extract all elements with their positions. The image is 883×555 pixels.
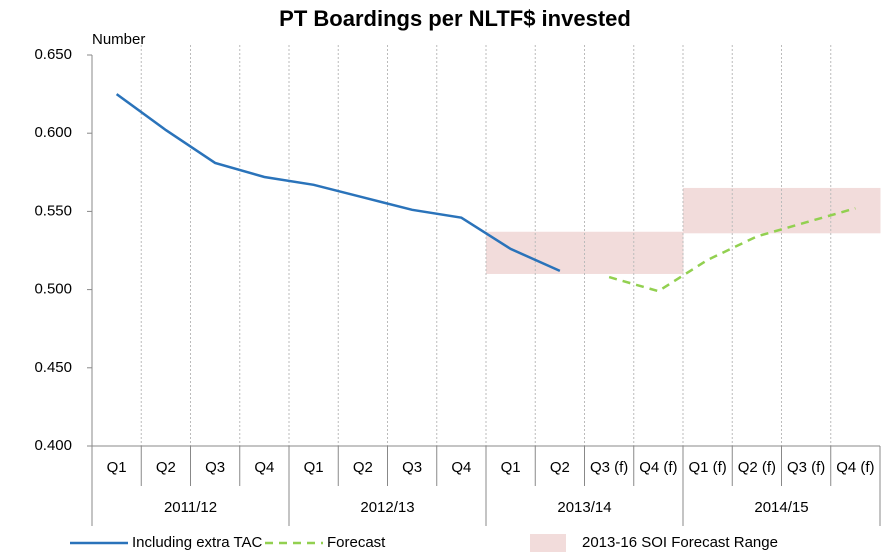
x-tick-label: Q4 <box>451 459 471 476</box>
x-tick-label: Q3 <box>402 459 422 476</box>
y-tick-label: 0.550 <box>34 202 72 219</box>
forecast-range <box>830 187 881 234</box>
x-tick-label: Q3 (f) <box>787 459 825 476</box>
x-tick-label: Q2 (f) <box>738 459 776 476</box>
x-tick-label: Q1 (f) <box>688 459 726 476</box>
x-tick-label: Q2 <box>156 459 176 476</box>
group-label: 2013/14 <box>557 499 611 516</box>
x-tick-label: Q1 <box>304 459 324 476</box>
x-tick-label: Q2 <box>550 459 570 476</box>
forecast-range <box>535 231 585 274</box>
y-tick-label: 0.600 <box>34 124 72 141</box>
x-tick-label: Q3 <box>205 459 225 476</box>
legend-label: Including extra TAC <box>132 534 263 551</box>
y-tick-label: 0.450 <box>34 359 72 376</box>
group-label: 2011/12 <box>164 499 217 516</box>
legend-swatch <box>530 534 566 552</box>
x-tick-label: Q2 <box>353 459 373 476</box>
x-tick-label: Q4 (f) <box>639 459 677 476</box>
x-tick-label: Q1 <box>107 459 127 476</box>
group-label: 2012/13 <box>360 499 414 516</box>
chart-title: PT Boardings per NLTF$ invested <box>279 6 631 31</box>
series-line <box>115 93 561 272</box>
y-tick-label: 0.650 <box>34 46 72 63</box>
forecast-range <box>732 187 782 234</box>
y-axis-label: Number <box>92 31 145 48</box>
legend-label: 2013-16 SOI Forecast Range <box>582 534 778 551</box>
x-tick-label: Q3 (f) <box>590 459 628 476</box>
forecast-range <box>584 231 635 274</box>
x-tick-label: Q1 <box>501 459 521 476</box>
forecast-range <box>633 231 684 274</box>
x-tick-label: Q4 (f) <box>836 459 874 476</box>
y-tick-label: 0.500 <box>34 281 72 298</box>
forecast-range <box>683 187 733 234</box>
series-line <box>608 207 856 293</box>
legend-label: Forecast <box>327 534 386 551</box>
y-tick-label: 0.400 <box>34 437 72 454</box>
group-label: 2014/15 <box>754 499 808 516</box>
x-tick-label: Q4 <box>254 459 274 476</box>
